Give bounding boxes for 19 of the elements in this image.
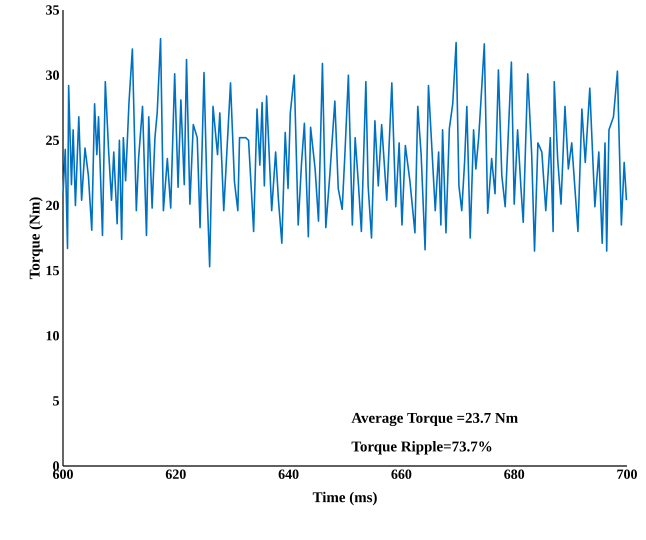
- x-tick-label: 680: [504, 470, 524, 479]
- x-tick-label: 640: [278, 470, 299, 479]
- x-axis-title: Time (ms): [312, 492, 377, 506]
- x-tick-label: 700: [617, 470, 637, 479]
- annotation: Torque Ripple=73.7%: [352, 440, 492, 455]
- annotation: Average Torque =23.7 Nm: [351, 412, 518, 426]
- y-tick-label: 30: [46, 70, 59, 80]
- y-axis-title: Torque (Nm): [29, 197, 43, 280]
- x-tick-label: 660: [391, 470, 412, 479]
- y-tick-label: 0: [53, 461, 59, 471]
- line-series: [62, 38, 628, 268]
- y-tick-label: 15: [46, 266, 59, 276]
- y-tick-label: 10: [46, 331, 59, 340]
- y-tick-label: 35: [46, 5, 59, 15]
- x-tick-label: 620: [166, 470, 186, 479]
- y-tick-label: 20: [46, 200, 59, 210]
- y-tick-label: 25: [46, 136, 59, 145]
- y-tick-label: 5: [53, 396, 59, 406]
- x-tick-label: 600: [53, 470, 73, 479]
